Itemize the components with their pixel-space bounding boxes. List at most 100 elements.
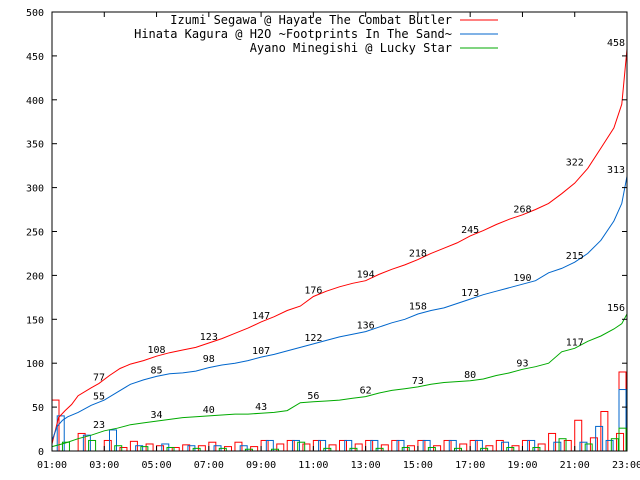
bar-green	[532, 446, 541, 452]
bar-blue	[595, 425, 604, 452]
data-label: 40	[203, 405, 215, 416]
bar-red	[459, 443, 468, 452]
bar-red	[618, 371, 627, 452]
bar-blue	[318, 439, 327, 452]
bar-green	[114, 445, 123, 452]
y-tick-label: 100	[26, 359, 44, 370]
bar-red	[406, 445, 415, 452]
bar-red	[365, 439, 374, 452]
data-label: 107	[252, 346, 270, 357]
bar-green	[427, 446, 436, 452]
bar-red	[616, 432, 625, 452]
bar-red	[443, 439, 452, 452]
x-tick-label: 05:00	[141, 460, 171, 471]
data-label: 218	[409, 249, 427, 260]
data-label: 136	[357, 321, 375, 332]
x-tick-label: 03:00	[89, 460, 119, 471]
legend-entry-label: Hinata Kagura @ H2O ~Footprints In The S…	[134, 27, 452, 41]
bar-red	[600, 410, 609, 452]
bar-red	[171, 446, 180, 452]
bar-red	[312, 439, 321, 452]
data-label: 173	[461, 288, 479, 299]
data-label: 56	[307, 391, 319, 402]
data-label: 176	[304, 285, 322, 296]
bar-blue	[605, 439, 614, 452]
bar-red	[469, 439, 478, 452]
plot-frame	[51, 11, 628, 452]
x-tick-label: 23:00	[612, 460, 640, 471]
bar-blue	[474, 439, 483, 452]
bar-red	[77, 432, 86, 452]
bar-green	[140, 446, 149, 452]
bar-red	[276, 443, 285, 452]
legend-entry-label: Ayano Minegishi @ Lucky Star	[250, 41, 452, 55]
bar-green	[166, 446, 175, 452]
data-label: 245	[461, 225, 479, 236]
y-tick-label: 150	[26, 315, 44, 326]
bar-green	[618, 427, 627, 452]
data-label: 117	[566, 337, 584, 348]
data-label: 98	[203, 354, 215, 365]
bar-red	[563, 439, 572, 452]
data-label: 55	[93, 392, 105, 403]
bar-blue	[618, 389, 627, 452]
y-tick-label: 500	[26, 8, 44, 19]
bar-red	[286, 439, 295, 452]
x-tick-label: 19:00	[507, 460, 537, 471]
bar-red	[156, 445, 165, 452]
x-tick-label: 17:00	[455, 460, 485, 471]
y-tick-label: 250	[26, 228, 44, 239]
y-tick-label: 300	[26, 184, 44, 195]
data-label: 156	[607, 303, 625, 314]
data-label: 62	[360, 386, 372, 397]
bar-red	[521, 439, 530, 452]
x-tick-label: 21:00	[560, 460, 590, 471]
x-tick-label: 07:00	[194, 460, 224, 471]
data-label: 34	[151, 410, 163, 421]
data-label: 147	[252, 311, 270, 322]
bar-red	[391, 439, 400, 452]
bar-red	[417, 439, 426, 452]
bar-red	[145, 443, 154, 452]
data-label: 458	[607, 38, 625, 49]
data-label: 313	[607, 165, 625, 176]
bar-blue	[344, 439, 353, 452]
bar-blue	[527, 439, 536, 452]
data-label: 190	[513, 273, 531, 284]
series-line-1	[51, 176, 628, 441]
bar-blue	[396, 439, 405, 452]
bar-blue	[448, 439, 457, 452]
bar-red	[302, 443, 311, 452]
series-line-0	[51, 48, 628, 445]
data-label: 158	[409, 301, 427, 312]
bar-blue	[501, 441, 510, 452]
bar-red	[511, 445, 520, 452]
data-label: 123	[200, 332, 218, 343]
bar-red	[119, 446, 128, 452]
bar-red	[208, 441, 217, 452]
data-label: 23	[93, 420, 105, 431]
data-label: 108	[148, 345, 166, 356]
y-tick-label: 50	[32, 403, 44, 414]
y-tick-label: 0	[38, 447, 44, 458]
bar-green	[506, 446, 515, 452]
x-tick-label: 15:00	[403, 460, 433, 471]
y-tick-label: 350	[26, 140, 44, 151]
data-labels-layer: 77 108 123 147 176 194 218 245 268 322 458 55 85 98 10…	[93, 38, 625, 431]
bar-blue	[239, 445, 248, 452]
bar-blue	[370, 439, 379, 452]
legend-entry-label: Izumi Segawa @ Hayate The Combat Butler	[170, 13, 452, 27]
data-label: 215	[566, 251, 584, 262]
bar-red	[433, 445, 442, 452]
data-label: 122	[304, 333, 322, 344]
axes-layer: 0 50 100 150 200 250 300 350 400 450 500 01:00 03:00…	[26, 8, 640, 471]
bar-green	[584, 443, 593, 452]
bar-red	[354, 443, 363, 452]
legend: Izumi Segawa @ Hayate The Combat ButlerH…	[134, 13, 498, 55]
bar-green	[401, 446, 410, 452]
bar-red	[260, 439, 269, 452]
data-label: 80	[464, 370, 476, 381]
data-label: 85	[151, 365, 163, 376]
